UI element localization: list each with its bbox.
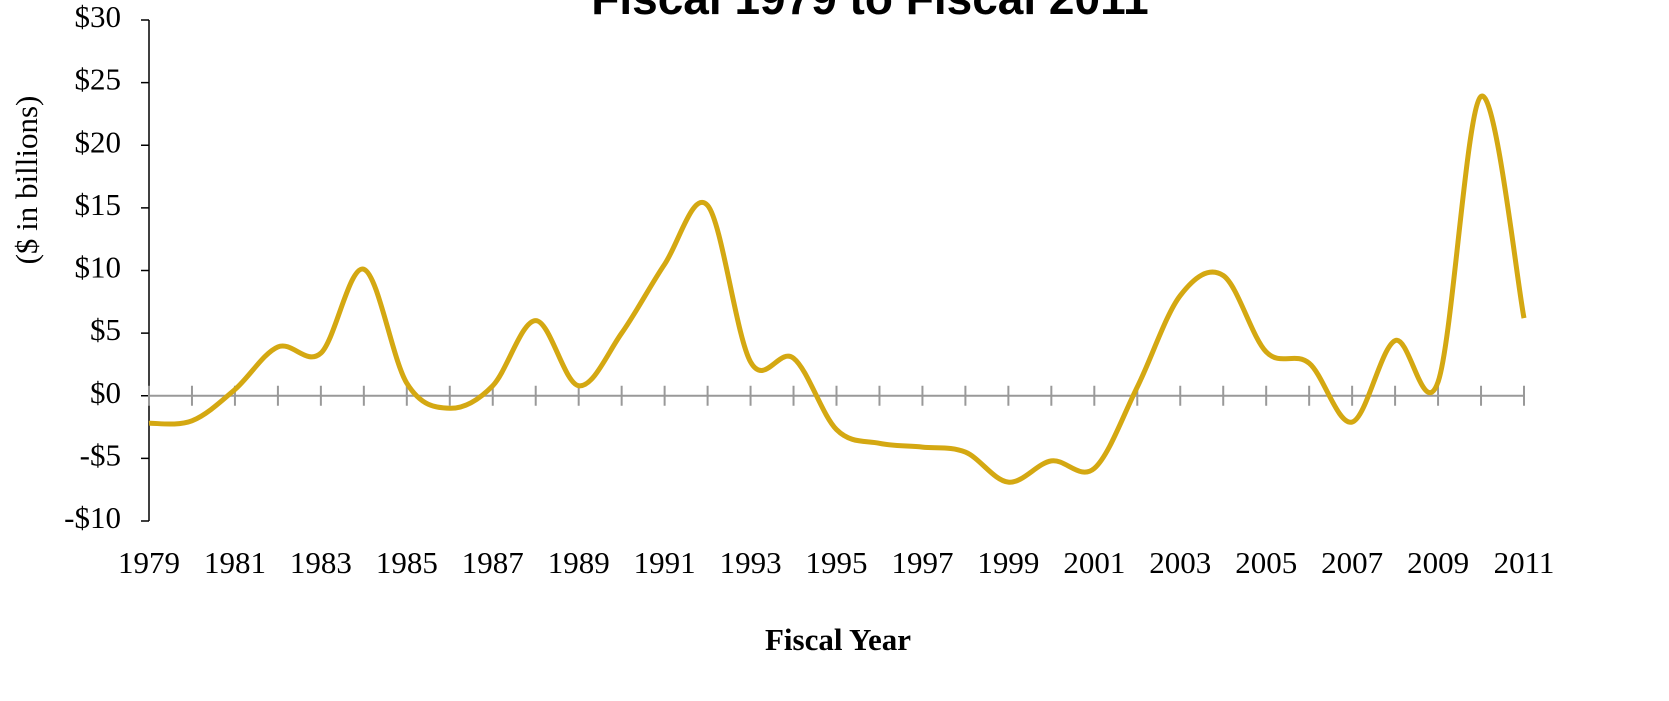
x-tick-label: 2001 [1063,545,1125,580]
x-tick-label: 2011 [1494,545,1555,580]
y-tick-label: -$5 [80,437,121,472]
x-tick-label: 2003 [1149,545,1211,580]
y-tick-label: $0 [90,375,121,410]
x-tick-label: 1991 [634,545,696,580]
y-tick-label: $5 [90,312,121,347]
x-tick-label: 1981 [204,545,266,580]
x-tick-label: 1993 [720,545,782,580]
x-axis-label: Fiscal Year [765,622,911,657]
x-tick-label: 1997 [891,545,953,580]
line [148,93,1527,485]
y-tick-label: $10 [75,250,122,285]
x-tick-label: 2005 [1235,545,1297,580]
x-tick-label: 1987 [462,545,524,580]
x-tick-label: 1985 [376,545,438,580]
x-tick-label: 1989 [548,545,610,580]
x-tick-label: 2007 [1321,545,1383,580]
y-tick-label: $15 [75,187,122,222]
y-tick-label: -$10 [64,500,121,535]
x-tick-label: 1999 [977,545,1039,580]
y-tick-label: $25 [75,62,122,97]
y-axis-label: ($ in billions) [9,96,44,265]
x-tick-label: 1995 [806,545,868,580]
x-tick-label: 2009 [1407,545,1469,580]
y-tick-label: $20 [75,124,122,159]
chart-title: Fiscal 1979 to Fiscal 2011 [591,0,1148,24]
y-tick-label: $30 [75,0,122,34]
x-tick-label: 1983 [290,545,352,580]
x-tick-label: 1979 [118,545,180,580]
